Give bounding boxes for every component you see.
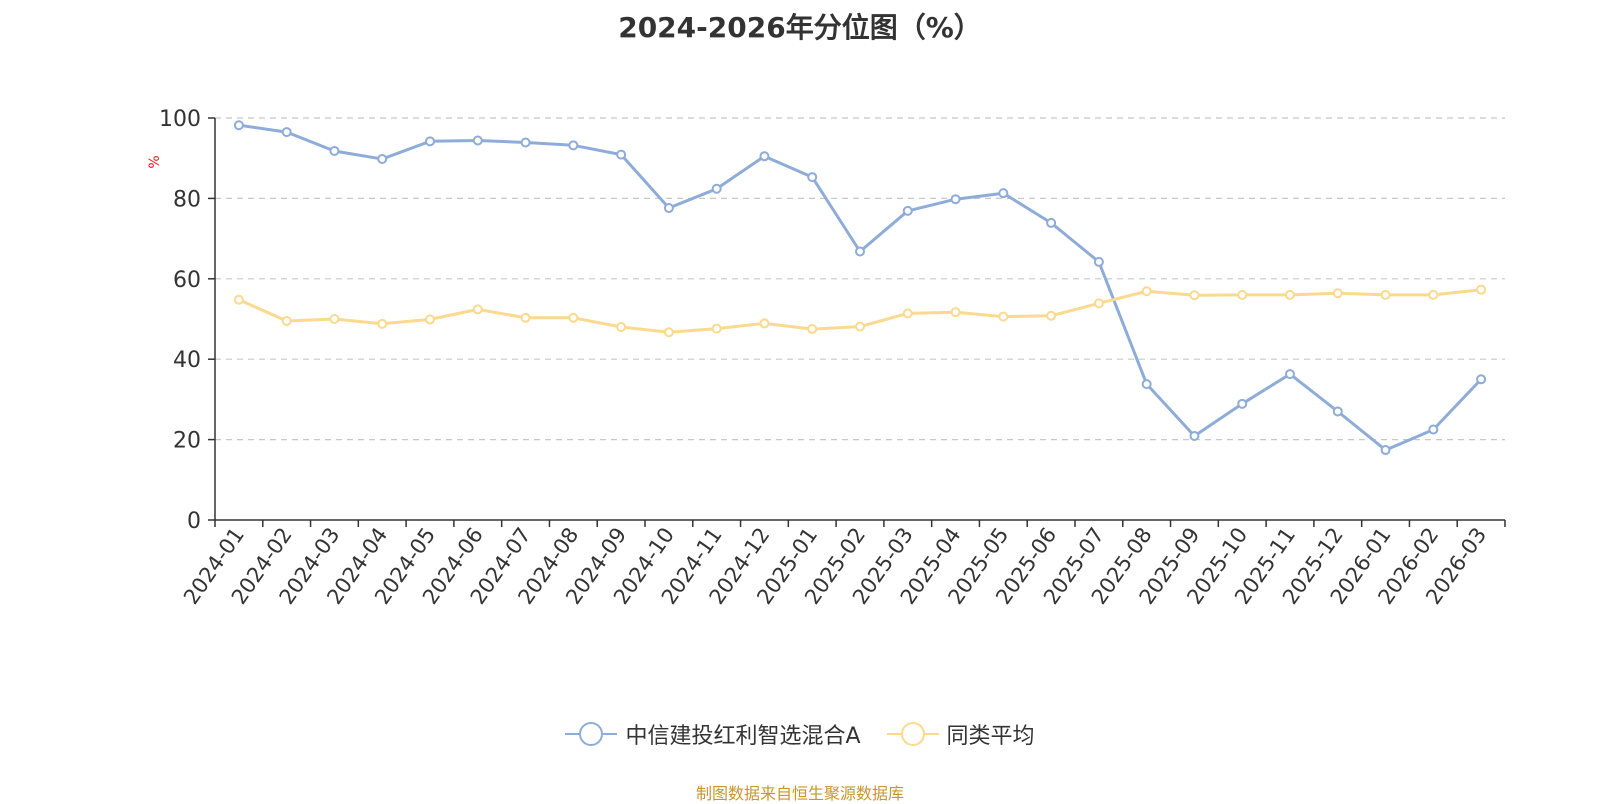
series-2-point[interactable]	[377, 318, 388, 329]
series-1-point[interactable]	[1428, 424, 1439, 435]
series	[233, 120, 1487, 456]
y-tick-label: 100	[159, 107, 201, 132]
series-2-point[interactable]	[472, 304, 483, 315]
series-2-point[interactable]	[663, 327, 674, 338]
y-tick-label: 20	[173, 429, 201, 454]
series-2-point[interactable]	[233, 294, 244, 305]
series-1-point[interactable]	[902, 205, 913, 216]
series-2-point[interactable]	[1380, 289, 1391, 300]
series-1-point[interactable]	[807, 172, 818, 183]
series-2-point[interactable]	[1046, 310, 1057, 321]
series-1-point[interactable]	[1046, 217, 1057, 228]
series-2-point[interactable]	[1285, 289, 1295, 300]
legend-label-series-1: 中信建投红利智选混合A	[625, 724, 861, 749]
series-1-point[interactable]	[759, 151, 770, 162]
series-1-point[interactable]	[1237, 398, 1248, 409]
series-2-point[interactable]	[520, 312, 531, 323]
series-2-point[interactable]	[1141, 286, 1152, 297]
series-2-point[interactable]	[616, 322, 627, 333]
series-1-point[interactable]	[568, 140, 579, 151]
legend-line-circle-icon	[886, 722, 939, 746]
series-2-point[interactable]	[807, 324, 818, 335]
series-1-point[interactable]	[377, 154, 388, 165]
series-1-point[interactable]	[1332, 406, 1343, 417]
legend-label-series-2: 同类平均	[946, 724, 1035, 749]
series-2-point[interactable]	[759, 318, 770, 329]
series-2-point[interactable]	[568, 312, 579, 323]
legend-line-circle-icon	[565, 722, 618, 746]
series-2-point[interactable]	[1332, 288, 1343, 299]
series-1-point[interactable]	[1476, 374, 1487, 385]
series-1-point[interactable]	[1380, 445, 1391, 456]
series-1-point[interactable]	[1285, 369, 1295, 380]
series-1-point[interactable]	[233, 120, 244, 131]
series-1-point[interactable]	[1093, 256, 1104, 267]
y-tick-label: 40	[173, 348, 201, 373]
series-1-point[interactable]	[616, 149, 627, 160]
chart-title: 2024-2026年分位图（%）	[618, 11, 982, 44]
series-1-point[interactable]	[520, 137, 531, 148]
series-1-point[interactable]	[855, 246, 865, 257]
series-1-point[interactable]	[950, 194, 961, 205]
series-2-point[interactable]	[1428, 289, 1439, 300]
series-2-point[interactable]	[425, 314, 435, 325]
series-2-point[interactable]	[1476, 284, 1487, 295]
legend-item-series-2[interactable]: 同类平均	[886, 718, 1035, 750]
axes: 0204060801002024-012024-022024-032024-04…	[159, 107, 1506, 609]
series-2-point[interactable]	[1093, 298, 1104, 309]
series-1-point[interactable]	[425, 136, 435, 147]
series-2-point[interactable]	[855, 321, 865, 332]
series-1-point[interactable]	[711, 183, 722, 194]
series-2-point[interactable]	[711, 323, 722, 334]
series-2-point[interactable]	[329, 314, 340, 324]
legend: 中信建投红利智选混合A 同类平均	[0, 718, 1600, 750]
series-1-line	[238, 123, 1483, 452]
series-2-point[interactable]	[1189, 290, 1200, 301]
series-1-point[interactable]	[472, 135, 483, 146]
legend-item-series-1[interactable]: 中信建投红利智选混合A	[565, 718, 861, 750]
y-tick-label: 60	[173, 268, 201, 293]
series-2-point[interactable]	[998, 311, 1009, 322]
series-1-point[interactable]	[281, 127, 292, 138]
series-1-point[interactable]	[329, 145, 340, 156]
y-tick-label: 80	[173, 187, 201, 212]
grid-lines	[215, 117, 1505, 441]
series-1-point[interactable]	[663, 203, 674, 214]
y-axis-label: %	[147, 155, 163, 168]
series-2-point[interactable]	[1237, 289, 1248, 300]
series-2-point[interactable]	[902, 308, 913, 319]
series-1-point[interactable]	[1141, 379, 1152, 390]
series-1-point[interactable]	[998, 188, 1009, 199]
series-1-point[interactable]	[1189, 430, 1200, 441]
series-2-point[interactable]	[950, 307, 961, 318]
series-2-point[interactable]	[281, 316, 292, 327]
data-source-note: 制图数据来自恒生聚源数据库	[695, 784, 904, 803]
y-tick-label: 0	[187, 509, 201, 534]
